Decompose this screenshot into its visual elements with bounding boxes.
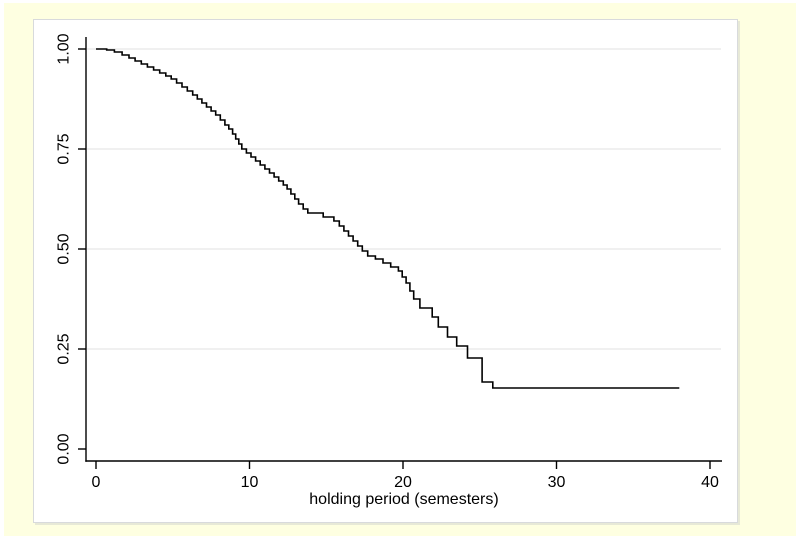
- y-tick-label: 1.00: [56, 33, 73, 64]
- survival-step-curve: [96, 48, 680, 389]
- x-tick-label: 20: [394, 474, 412, 491]
- x-axis-title: holding period (semesters): [309, 491, 499, 508]
- x-tick-label: 30: [548, 474, 566, 491]
- x-tick-label: 10: [241, 474, 259, 491]
- y-tick-label: 0.75: [56, 133, 73, 164]
- x-tick-label: 40: [701, 474, 719, 491]
- y-tick-label: 0.00: [56, 433, 73, 464]
- y-tick-label: 0.25: [56, 333, 73, 364]
- y-tick-label: 0.50: [56, 233, 73, 264]
- plot-region-background: [33, 19, 738, 523]
- x-tick-label: 0: [92, 474, 101, 491]
